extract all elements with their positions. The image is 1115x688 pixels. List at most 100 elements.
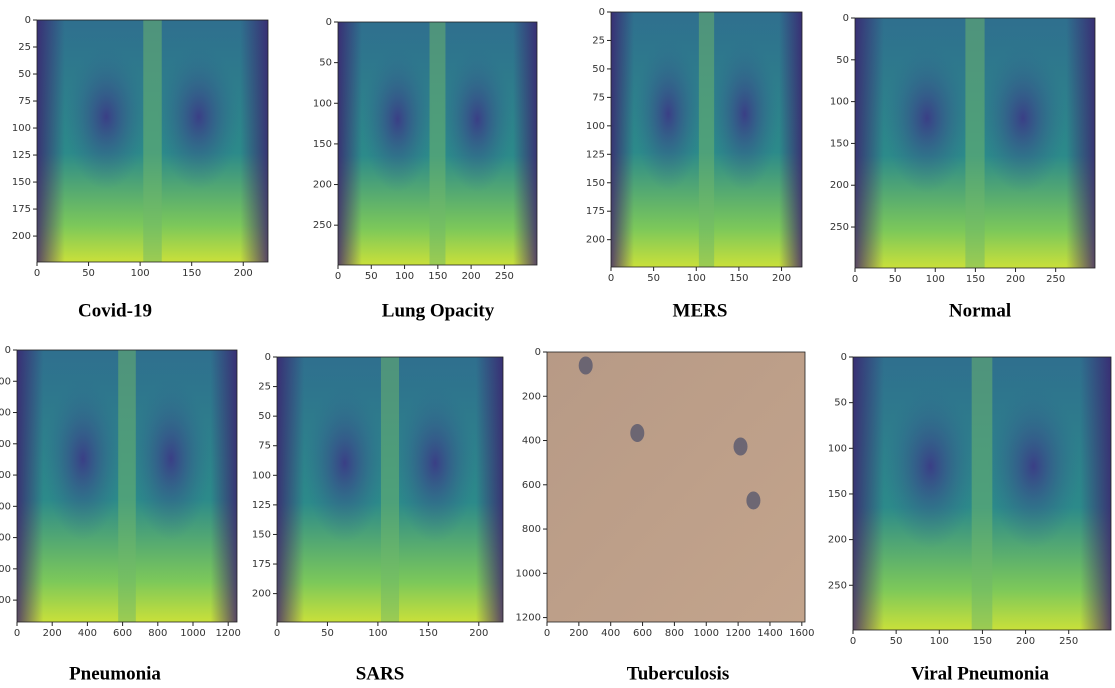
y-tick-label: 250 — [830, 222, 849, 233]
y-tick-label: 75 — [258, 441, 271, 452]
stain — [746, 491, 761, 510]
caption: Covid-19 — [78, 300, 152, 321]
y-tick-label: 200 — [313, 180, 332, 191]
y-tick-label: 100 — [828, 443, 847, 454]
x-tick-label: 150 — [729, 273, 748, 284]
y-tick-label: 0 — [843, 13, 849, 24]
stain — [578, 356, 593, 375]
y-tick-label: 1000 — [516, 568, 541, 579]
x-tick-label: 250 — [1046, 274, 1065, 285]
x-tick-label: 200 — [1016, 636, 1035, 647]
x-tick-label: 200 — [462, 271, 481, 282]
y-tick-label: 200 — [522, 391, 541, 402]
y-tick-label: 50 — [834, 398, 847, 409]
y-tick-label: 200 — [830, 180, 849, 191]
y-tick-label: 100 — [12, 123, 31, 134]
image-edge — [855, 18, 1095, 268]
y-tick-label: 25 — [592, 35, 605, 46]
caption: Viral Pneumonia — [911, 663, 1050, 684]
x-tick-label: 200 — [772, 273, 791, 284]
x-tick-label: 50 — [890, 636, 903, 647]
x-tick-label: 50 — [889, 274, 902, 285]
image-edge — [853, 357, 1111, 630]
x-tick-label: 400 — [78, 628, 97, 639]
x-tick-label: 200 — [43, 628, 62, 639]
y-tick-label: 600 — [522, 480, 541, 491]
x-tick-label: 200 — [569, 628, 588, 639]
y-tick-label: 0 — [25, 15, 31, 26]
y-tick-label: 0 — [5, 345, 11, 356]
caption: MERS — [673, 300, 728, 321]
x-tick-label: 800 — [665, 628, 684, 639]
x-tick-label: 0 — [850, 636, 856, 647]
x-tick-label: 800 — [148, 628, 167, 639]
y-tick-label: 200 — [252, 589, 271, 600]
y-tick-label: 300 — [0, 439, 11, 450]
x-tick-label: 100 — [131, 268, 150, 279]
x-tick-label: 100 — [930, 636, 949, 647]
caption: Tuberculosis — [627, 663, 729, 684]
y-tick-label: 1200 — [516, 613, 541, 624]
axes-frame — [36, 19, 269, 263]
x-tick-label: 1200 — [725, 628, 750, 639]
axes-frame — [610, 11, 803, 268]
image — [547, 352, 805, 622]
stain — [733, 437, 748, 456]
y-tick-label: 175 — [252, 559, 271, 570]
y-tick-label: 175 — [586, 206, 605, 217]
y-tick-label: 150 — [313, 139, 332, 150]
y-tick-label: 75 — [18, 96, 31, 107]
x-tick-label: 400 — [601, 628, 620, 639]
y-tick-label: 700 — [0, 564, 11, 575]
y-tick-label: 25 — [258, 382, 271, 393]
image-edge — [611, 12, 802, 267]
y-tick-label: 600 — [0, 533, 11, 544]
x-tick-label: 0 — [544, 628, 550, 639]
y-tick-label: 400 — [0, 470, 11, 481]
y-tick-label: 0 — [535, 347, 541, 358]
x-tick-label: 50 — [82, 268, 95, 279]
y-tick-label: 50 — [258, 411, 271, 422]
y-tick-label: 200 — [12, 231, 31, 242]
x-tick-label: 0 — [14, 628, 20, 639]
x-tick-label: 1000 — [694, 628, 719, 639]
x-tick-label: 1400 — [757, 628, 782, 639]
y-tick-label: 150 — [586, 178, 605, 189]
y-tick-label: 250 — [828, 580, 847, 591]
x-tick-label: 0 — [274, 628, 280, 639]
x-tick-label: 50 — [321, 628, 334, 639]
y-tick-label: 100 — [586, 121, 605, 132]
x-tick-label: 1000 — [180, 628, 205, 639]
x-tick-label: 150 — [966, 274, 985, 285]
y-tick-label: 0 — [599, 7, 605, 18]
y-tick-label: 200 — [0, 408, 11, 419]
x-tick-label: 150 — [428, 271, 447, 282]
x-tick-label: 250 — [495, 271, 514, 282]
y-tick-label: 200 — [586, 235, 605, 246]
caption: SARS — [356, 663, 405, 684]
x-tick-label: 250 — [1059, 636, 1078, 647]
y-tick-label: 50 — [18, 69, 31, 80]
x-tick-label: 50 — [365, 271, 378, 282]
y-tick-label: 100 — [252, 470, 271, 481]
image-edge — [277, 357, 503, 622]
y-tick-label: 0 — [265, 352, 271, 363]
x-tick-label: 100 — [368, 628, 387, 639]
y-tick-label: 150 — [830, 138, 849, 149]
x-tick-label: 200 — [234, 268, 253, 279]
image-edge — [338, 22, 537, 265]
y-tick-label: 250 — [313, 220, 332, 231]
stain — [630, 424, 645, 442]
x-tick-label: 100 — [687, 273, 706, 284]
y-tick-label: 200 — [828, 535, 847, 546]
y-tick-label: 100 — [313, 98, 332, 109]
caption: Lung Opacity — [382, 300, 495, 321]
y-tick-label: 50 — [836, 55, 849, 66]
x-tick-label: 600 — [113, 628, 132, 639]
x-tick-label: 150 — [419, 628, 438, 639]
x-tick-label: 100 — [395, 271, 414, 282]
y-tick-label: 150 — [828, 489, 847, 500]
caption: Normal — [949, 300, 1011, 321]
